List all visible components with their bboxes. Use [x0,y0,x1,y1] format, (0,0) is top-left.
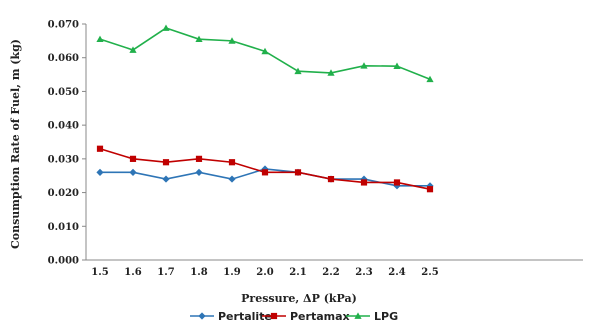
pertalite-legend-marker [198,312,206,320]
x-tick-label: 2.0 [256,267,273,278]
pertalite-data-point [162,175,170,183]
lpg-data-point [162,24,170,31]
x-tick-label: 2.2 [322,267,339,278]
pertalite-data-point [195,168,203,176]
x-tick-label: 1.6 [124,267,141,278]
x-tick-label: 1.8 [190,267,207,278]
y-axis-title: Consumption Rate of Fuel, m (kg) [9,39,22,249]
x-tick-label: 1.9 [223,267,240,278]
pertalite-legend-label: Pertalite [218,310,272,323]
y-tick-label: 0.010 [48,222,79,233]
y-tick-label: 0.070 [48,20,79,31]
lpg-data-point [360,62,368,69]
pertamax-data-point [195,155,203,162]
y-tick-label: 0.030 [48,154,79,165]
x-tick-label: 2.1 [289,267,306,278]
pertamax-data-point [393,179,401,186]
legend: Pertalite Pertamax LPG [190,310,398,323]
lpg-data-point [228,37,236,44]
lpg-data-point [294,67,302,75]
x-axis-title: Pressure, ΔP (kPa) [241,292,357,305]
y-tick-label: 0.000 [48,256,79,267]
y-axis: 0.000 0.010 0.020 0.030 0.040 0.050 0.060 0.070 [48,20,87,267]
pertamax-data-point [426,186,434,193]
x-axis: 1.5 1.6 1.7 1.8 1.9 2.0 2.1 2.2 2.3 2.4 2.5 [86,259,583,278]
lpg-data-point [96,35,104,43]
lpg-data-point [261,47,269,55]
pertamax-data-point [261,169,269,176]
pertamax-data-point [360,179,368,186]
lpg-data-point [327,69,335,76]
pertamax-data-point [162,159,170,166]
y-tick-label: 0.060 [48,53,79,64]
lpg-data-point [426,75,434,83]
pertamax-legend-label: Pertamax [290,310,350,323]
lpg-legend-marker [354,312,362,319]
lpg-data-point [195,35,203,43]
lpg-data-point [393,62,401,70]
pertamax-legend-marker [270,312,278,320]
plot-series [96,24,434,193]
lpg-data-point [129,46,137,53]
pertalite-data-point [129,168,137,176]
pertalite-data-point [96,168,104,176]
x-tick-label: 1.5 [91,267,108,278]
x-tick-label: 2.5 [421,267,438,278]
pertamax-data-point [294,169,302,176]
y-tick-label: 0.020 [48,188,79,199]
x-tick-label: 2.4 [388,267,405,278]
lpg-legend-label: LPG [374,310,398,323]
pertamax-data-point [96,145,104,152]
y-tick-label: 0.050 [48,87,79,98]
pertamax-data-point [327,175,335,183]
y-tick-label: 0.040 [48,121,79,132]
pertamax-data-point [228,159,236,166]
x-tick-label: 2.3 [355,267,372,278]
pertalite-data-point [228,175,236,183]
x-tick-label: 1.7 [157,267,174,278]
pertamax-data-point [129,155,137,162]
